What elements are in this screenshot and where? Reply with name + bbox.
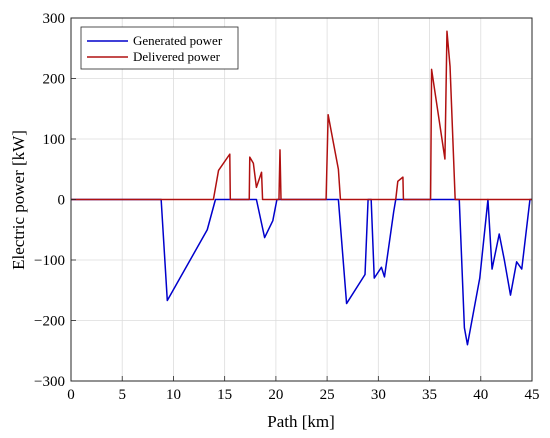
y-tick-label: 0 — [58, 193, 66, 209]
series-line-delivered — [71, 30, 532, 201]
x-tick-label: 30 — [371, 387, 386, 403]
y-tick-label: −200 — [34, 314, 65, 330]
series-layer — [71, 30, 532, 346]
x-tick-label: 25 — [320, 387, 335, 403]
x-tick-label: 15 — [217, 387, 232, 403]
y-tick-label: −300 — [34, 374, 65, 390]
y-tick-label: 200 — [43, 72, 66, 88]
y-axis-title: Electric power [kW] — [9, 130, 28, 270]
y-tick-label: 300 — [43, 11, 66, 27]
x-tick-label: 0 — [67, 387, 75, 403]
x-tick-label: 20 — [268, 387, 283, 403]
x-axis-title: Path [km] — [267, 412, 335, 431]
x-tick-label: 10 — [166, 387, 181, 403]
legend-box — [80, 26, 239, 70]
y-tick-label: 100 — [43, 132, 66, 148]
x-tick-label: 40 — [473, 387, 488, 403]
y-tick-label: −100 — [34, 253, 65, 269]
series-line-generated — [71, 198, 532, 346]
legend-label-generated: Generated power — [133, 33, 223, 48]
x-tick-label: 35 — [422, 387, 437, 403]
x-tick-label: 5 — [118, 387, 126, 403]
legend: Generated power Delivered power — [80, 26, 239, 70]
x-tick-label: 45 — [525, 387, 540, 403]
ticks: 0 5 10 15 20 25 30 35 40 45 −300 −200 −100 0 100 200 300 — [34, 11, 539, 403]
legend-label-delivered: Delivered power — [133, 49, 221, 64]
